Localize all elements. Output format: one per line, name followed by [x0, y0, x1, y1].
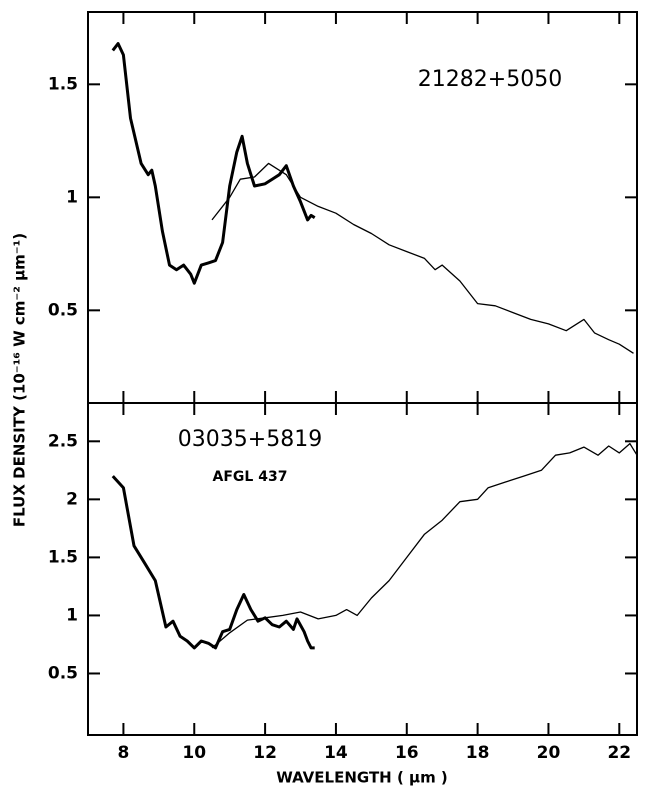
x-tick-label: 20 [537, 743, 561, 763]
x-tick-label: 16 [395, 743, 419, 763]
x-axis-label: WAVELENGTH ( μm ) [276, 769, 448, 787]
y-tick-label: 2 [66, 489, 78, 509]
annotation: 03035+5819 [178, 427, 322, 452]
x-tick-label: 18 [466, 743, 490, 763]
y-tick-label: 0.5 [48, 663, 78, 683]
x-tick-label: 8 [117, 743, 129, 763]
y-tick-label: 2.5 [48, 431, 78, 451]
x-tick-label: 12 [253, 743, 277, 763]
y-tick-label: 1.5 [48, 74, 78, 94]
x-tick-label: 22 [607, 743, 631, 763]
spectrum-line [111, 42, 316, 285]
spectrum-line [211, 162, 634, 354]
y-tick-label: 0.5 [48, 300, 78, 320]
annotation: AFGL 437 [213, 469, 288, 485]
y-axis-label: FLUX DENSITY (10⁻¹⁶ W cm⁻² μm⁻¹) [11, 233, 29, 527]
spectrum-line [211, 442, 638, 649]
y-tick-label: 1 [66, 187, 78, 207]
x-tick-label: 14 [324, 743, 348, 763]
y-tick-label: 1.5 [48, 547, 78, 567]
x-tick-label: 10 [182, 743, 206, 763]
spectrum-line [111, 475, 315, 650]
y-tick-label: 1 [66, 605, 78, 625]
annotation: 21282+5050 [418, 67, 562, 92]
bottom-frame [87, 402, 638, 736]
